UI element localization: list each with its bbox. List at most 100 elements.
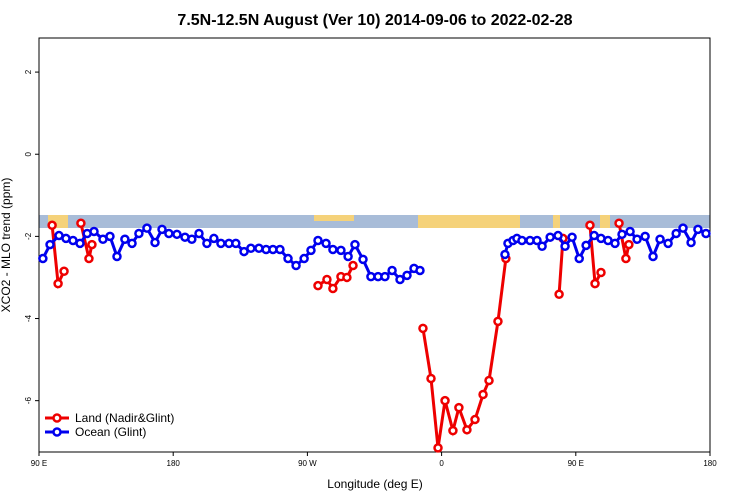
point: [343, 251, 353, 262]
point: [478, 389, 488, 400]
point: [313, 235, 323, 246]
point: [454, 402, 464, 413]
point: [418, 323, 428, 334]
point: [142, 223, 152, 233]
point: [47, 220, 57, 231]
point: [426, 373, 436, 384]
x-tick-label: 90 E: [31, 459, 47, 468]
point: [127, 238, 137, 249]
legend-marker: [52, 427, 62, 437]
point: [164, 228, 174, 239]
point: [484, 375, 494, 386]
point: [553, 230, 563, 241]
point: [470, 414, 480, 425]
point: [231, 238, 241, 249]
point: [545, 232, 555, 242]
x-tick-label: 180: [167, 459, 181, 468]
point: [84, 253, 94, 264]
point: [614, 218, 624, 228]
point: [322, 274, 332, 285]
point: [358, 254, 368, 265]
point: [415, 265, 425, 276]
point: [648, 251, 658, 262]
land-patch: [314, 215, 354, 221]
point: [38, 253, 48, 264]
legend-label: Land (Nadir&Glint): [75, 411, 174, 425]
point: [348, 260, 358, 271]
point: [500, 249, 510, 260]
point: [671, 228, 681, 239]
point: [440, 395, 450, 406]
point: [275, 244, 285, 255]
point: [517, 235, 527, 246]
point: [75, 238, 85, 249]
point: [76, 218, 86, 228]
point: [313, 280, 323, 291]
point: [202, 238, 212, 249]
point: [87, 239, 97, 250]
point: [350, 239, 360, 250]
x-tick-label: 180: [703, 459, 717, 468]
point: [283, 253, 293, 264]
x-tick-label: 90 E: [568, 459, 584, 468]
point: [254, 243, 264, 254]
point: [532, 235, 542, 246]
land-patch: [553, 215, 560, 228]
point: [493, 316, 503, 327]
point: [585, 220, 595, 231]
point: [663, 238, 673, 249]
point: [209, 233, 219, 244]
point: [194, 228, 204, 239]
legend-marker: [52, 413, 62, 423]
point: [112, 251, 122, 262]
point: [640, 231, 650, 242]
point: [53, 278, 63, 289]
point: [172, 229, 182, 240]
point: [150, 237, 160, 248]
point: [574, 253, 584, 264]
point: [402, 270, 412, 281]
point: [610, 238, 620, 249]
point: [686, 237, 696, 248]
point: [342, 272, 352, 283]
y-tick-label: -2: [24, 232, 33, 240]
point: [45, 239, 55, 250]
point: [448, 425, 458, 436]
y-axis-label: XCO2 - MLO trend (ppm): [0, 178, 13, 313]
x-axis-label: Longitude (deg E): [327, 477, 422, 491]
ocean-strip: [39, 215, 710, 228]
point: [567, 232, 577, 242]
legend-label: Ocean (Glint): [75, 425, 146, 439]
y-tick-label: -6: [24, 397, 33, 405]
point: [590, 278, 600, 289]
point: [306, 245, 316, 256]
point: [89, 226, 99, 237]
point: [693, 224, 703, 235]
x-tick-label: 0: [439, 459, 444, 468]
y-tick-label: 2: [24, 69, 33, 74]
point: [157, 224, 167, 235]
point: [291, 260, 301, 271]
point: [632, 234, 642, 244]
point: [625, 226, 635, 237]
point: [59, 266, 69, 277]
point: [321, 238, 331, 249]
point: [105, 231, 115, 242]
map-strip: [39, 215, 710, 228]
point: [387, 265, 397, 276]
point: [581, 240, 591, 251]
point: [187, 234, 197, 244]
point: [433, 443, 443, 453]
point: [299, 253, 309, 264]
point: [328, 244, 338, 255]
land-patch: [418, 215, 520, 228]
point: [380, 271, 390, 282]
point: [395, 274, 405, 285]
point: [120, 234, 130, 244]
point: [655, 234, 665, 244]
point: [462, 425, 472, 435]
point: [134, 228, 144, 239]
point: [560, 241, 570, 251]
point: [216, 238, 226, 249]
